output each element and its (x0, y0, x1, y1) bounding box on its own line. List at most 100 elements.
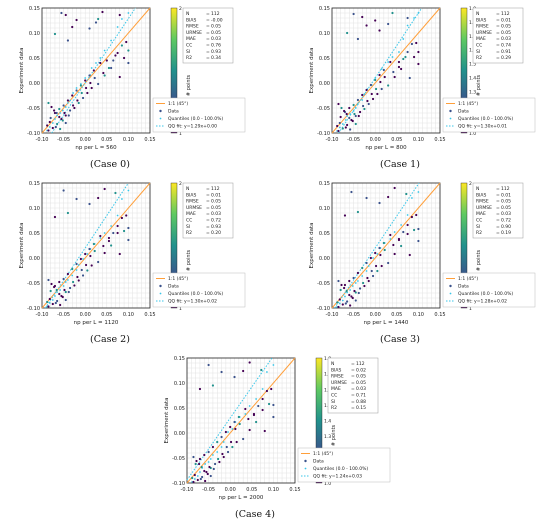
data-point (52, 285, 56, 289)
stat-label: N (476, 11, 479, 17)
quantile-point (344, 119, 347, 121)
data-point (415, 41, 418, 45)
data-point (47, 278, 50, 282)
colorbar-label: # points (476, 250, 482, 272)
data-point (200, 465, 203, 469)
stat-value: 112 (356, 361, 365, 367)
colorbar-tick-label: 1.6 (324, 387, 331, 393)
data-point (406, 232, 409, 236)
y-tick-label: 0.05 (319, 231, 330, 237)
data-point (84, 252, 87, 256)
data-point (86, 269, 89, 272)
data-point (86, 91, 89, 95)
quantile-point (59, 112, 62, 114)
data-point (357, 291, 360, 295)
stat-value: 0.03 (211, 36, 221, 42)
quantile-point (372, 257, 374, 259)
quantile-point (56, 114, 59, 117)
quantile-point (351, 285, 354, 287)
data-point (66, 211, 70, 215)
data-point (336, 301, 339, 304)
data-point (67, 114, 70, 117)
quantile-point (261, 388, 264, 390)
quantile-point (110, 39, 113, 42)
data-point (363, 107, 366, 111)
quantile-point (363, 93, 366, 95)
data-point (212, 467, 215, 471)
data-point (365, 88, 368, 92)
data-point (417, 227, 420, 231)
data-point (350, 190, 353, 194)
data-point (61, 119, 64, 122)
stat-label: R2 (186, 230, 192, 236)
data-point (204, 479, 207, 483)
stat-value: 0.01 (211, 192, 221, 198)
legend-entry: QQ fit: y=1.30x+0.02 (168, 299, 217, 305)
stat-label: BIAS (331, 367, 341, 373)
svg-text:=: = (206, 193, 210, 198)
data-point (354, 291, 357, 294)
legend-entry: 1:1 (45°) (458, 101, 478, 107)
stat-value: 0.90 (501, 224, 511, 230)
data-point (354, 299, 357, 302)
quantile-point (354, 107, 357, 109)
y-tick-label: 0.10 (174, 381, 185, 387)
quantile-point (48, 126, 51, 128)
stat-label: URMSE (331, 380, 347, 386)
quantile-point (67, 279, 69, 281)
stat-label: R2 (186, 55, 192, 61)
quantile-point (361, 275, 364, 277)
data-point (235, 440, 238, 444)
data-point (72, 280, 75, 284)
data-point (63, 111, 66, 115)
data-point (402, 57, 405, 61)
stat-value: 0.29 (501, 55, 511, 61)
x-tick-label: 0.00 (225, 487, 236, 493)
data-point (344, 126, 347, 129)
data-point (382, 241, 385, 245)
data-point (62, 277, 65, 281)
data-point (255, 420, 258, 424)
data-point (237, 415, 240, 419)
x-tick-label: 0.15 (434, 137, 445, 143)
quantile-point (95, 62, 97, 64)
legend-entry: Quantiles (0.0 - 100.0%) (313, 466, 368, 472)
data-point (257, 404, 260, 408)
stat-value: 0.71 (356, 393, 366, 399)
panel-caption: (Case 4) (235, 509, 275, 520)
data-point (265, 389, 269, 393)
quantile-point (127, 189, 130, 192)
data-point (362, 104, 365, 108)
quantile-point (103, 49, 106, 52)
panel-caption: (Case 2) (90, 334, 130, 345)
x-tick-label: 0.10 (123, 137, 134, 143)
data-point (206, 472, 209, 476)
data-point (58, 292, 61, 296)
quantile-point (244, 413, 247, 415)
data-point (358, 287, 362, 290)
data-point (116, 51, 119, 55)
data-point (248, 361, 251, 364)
data-point (191, 476, 194, 480)
stat-label: BIAS (476, 17, 486, 23)
data-point (412, 55, 416, 59)
stat-value: 0.74 (501, 43, 511, 49)
quantile-point (56, 291, 59, 293)
quantile-point (54, 295, 56, 297)
quantile-point (127, 12, 130, 14)
quantile-point (75, 87, 78, 89)
data-point (366, 276, 369, 280)
y-tick-label: 0.10 (319, 206, 330, 212)
data-point (387, 195, 390, 199)
svg-text:=: = (351, 381, 355, 386)
quantile-point (389, 238, 392, 240)
data-point (356, 271, 360, 275)
data-point (93, 76, 96, 80)
svg-text:=: = (206, 25, 210, 30)
quantile-point (374, 77, 377, 79)
stat-label: R2 (331, 405, 337, 411)
data-point (344, 302, 347, 305)
data-point (211, 384, 215, 387)
data-point (50, 105, 53, 109)
quantile-point (227, 431, 229, 433)
